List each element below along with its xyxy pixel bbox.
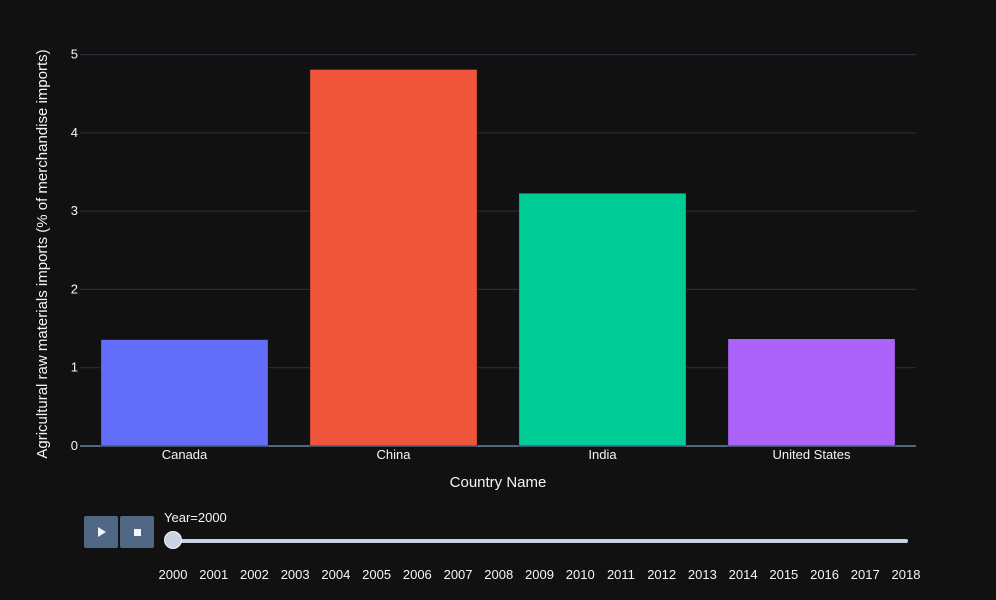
- year-step-2009[interactable]: 2009: [525, 567, 554, 582]
- bar-united-states[interactable]: [727, 338, 896, 447]
- year-step-2002[interactable]: 2002: [239, 567, 269, 582]
- x-tick-label: United States: [772, 447, 851, 462]
- year-step-2010[interactable]: 2010: [565, 567, 595, 582]
- x-tick-label: India: [588, 447, 617, 462]
- year-step-2013[interactable]: 2013: [687, 567, 717, 582]
- year-slider-track[interactable]: [172, 539, 908, 543]
- bar-india[interactable]: [518, 192, 687, 447]
- year-step-2001[interactable]: 2001: [199, 567, 229, 582]
- y-tick-label: 3: [71, 203, 78, 218]
- y-tick-label: 4: [71, 125, 78, 140]
- bars: [100, 69, 896, 447]
- y-tick-labels: 0 1 2 3 4 5: [71, 47, 78, 453]
- year-slider-handle[interactable]: [164, 531, 182, 549]
- year-step-2003[interactable]: 2003: [280, 567, 310, 582]
- year-step-2006[interactable]: 2006: [402, 567, 432, 582]
- year-step-2016[interactable]: 2016: [810, 567, 840, 582]
- stop-button[interactable]: [120, 516, 154, 548]
- year-step-2000[interactable]: 2000: [158, 567, 188, 582]
- slider-current-label: Year=2000: [164, 510, 227, 525]
- bar-china[interactable]: [309, 69, 478, 447]
- play-button[interactable]: [84, 516, 118, 548]
- y-axis-title: Agricultural raw materials imports (% of…: [34, 49, 51, 458]
- year-step-2005[interactable]: 2005: [362, 567, 392, 582]
- x-axis-title: Country Name: [450, 474, 547, 491]
- year-step-2018[interactable]: 2018: [891, 567, 921, 582]
- year-step-2008[interactable]: 2008: [484, 567, 514, 582]
- year-step-2011[interactable]: 2011: [606, 567, 635, 582]
- bar-canada[interactable]: [100, 339, 269, 447]
- year-step-2012[interactable]: 2012: [647, 567, 677, 582]
- year-step-2007[interactable]: 2007: [443, 567, 473, 582]
- y-tick-label: 5: [71, 47, 78, 62]
- y-tick-label: 2: [71, 281, 78, 296]
- x-tick-label: Canada: [162, 447, 208, 462]
- x-tick-labels: Canada China India United States: [162, 447, 851, 462]
- play-icon: [98, 527, 106, 537]
- year-step-2004[interactable]: 2004: [321, 567, 351, 582]
- x-tick-label: China: [377, 447, 412, 462]
- year-step-2014[interactable]: 2014: [728, 567, 758, 582]
- stop-icon: [133, 528, 141, 536]
- y-tick-label: 0: [71, 438, 78, 453]
- y-tick-label: 1: [71, 360, 78, 375]
- year-step-2015[interactable]: 2015: [769, 567, 799, 582]
- year-step-2017[interactable]: 2017: [850, 567, 880, 582]
